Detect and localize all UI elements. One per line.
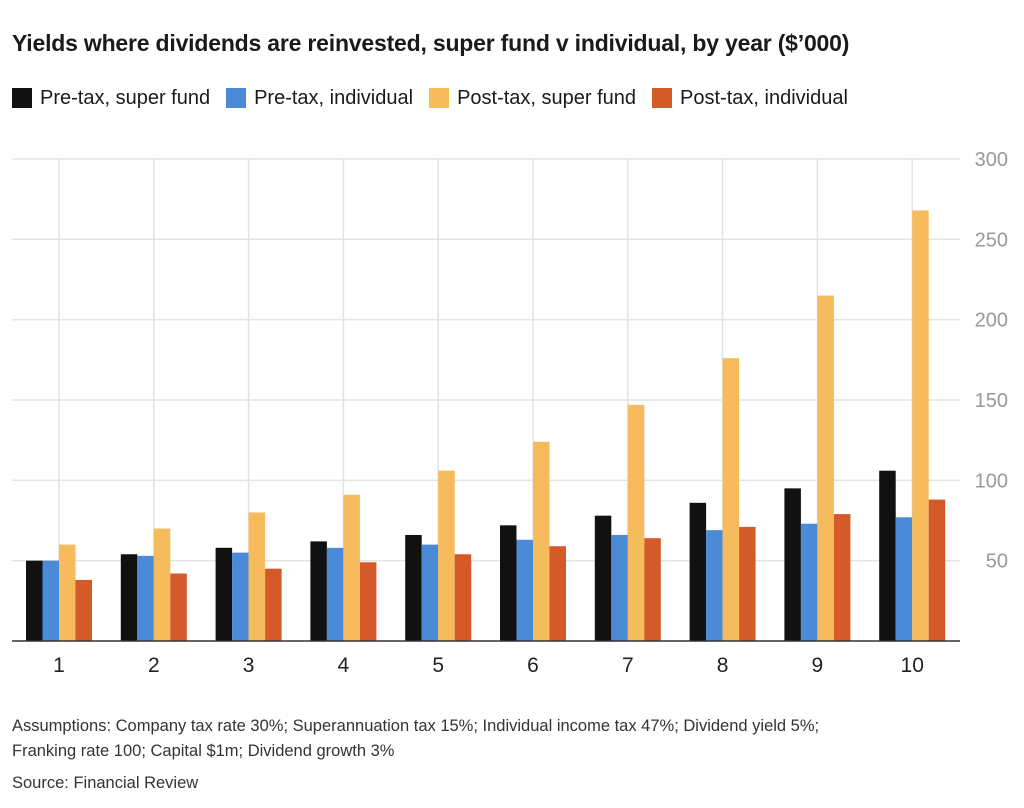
bar bbox=[722, 358, 740, 641]
bar bbox=[75, 579, 92, 641]
bar bbox=[817, 295, 834, 641]
y-tick-label: 250 bbox=[975, 229, 1008, 251]
legend-item: Pre-tax, individual bbox=[226, 87, 413, 110]
legend-item: Post-tax, individual bbox=[652, 87, 848, 110]
x-tick-label: 6 bbox=[527, 654, 539, 677]
bar bbox=[912, 210, 929, 641]
bar bbox=[594, 515, 612, 641]
x-tick-label: 1 bbox=[53, 654, 65, 677]
y-tick-label: 100 bbox=[975, 470, 1008, 492]
bar bbox=[833, 514, 851, 641]
x-tick-label: 3 bbox=[243, 654, 255, 677]
x-tick-label: 7 bbox=[622, 654, 634, 677]
bar bbox=[215, 547, 233, 641]
bar bbox=[784, 488, 801, 641]
bar bbox=[265, 568, 282, 641]
bar bbox=[248, 512, 266, 641]
x-tick-label: 4 bbox=[338, 654, 350, 677]
x-tick-label: 8 bbox=[717, 654, 729, 677]
bar bbox=[137, 555, 154, 641]
bar bbox=[879, 470, 896, 641]
bar bbox=[611, 534, 628, 641]
bar bbox=[405, 534, 422, 641]
bar bbox=[627, 404, 645, 641]
bar bbox=[42, 560, 59, 641]
bar bbox=[232, 552, 249, 641]
source-note: Source: Financial Review bbox=[12, 774, 199, 792]
legend-item: Pre-tax, super fund bbox=[12, 87, 210, 110]
bar bbox=[26, 560, 43, 641]
y-tick-label: 300 bbox=[975, 149, 1008, 171]
y-tick-label: 50 bbox=[986, 551, 1008, 573]
bar bbox=[343, 494, 360, 641]
bar bbox=[438, 470, 455, 641]
bar bbox=[706, 530, 723, 641]
bar bbox=[549, 546, 566, 641]
legend-swatch bbox=[12, 88, 32, 108]
x-tick-label: 2 bbox=[148, 654, 160, 677]
bar bbox=[500, 525, 517, 641]
bar-chart: 50 100 150 200 250 300 1 2 3 4 5 6 7 8 9 10 bbox=[12, 149, 1008, 677]
bar bbox=[644, 538, 661, 641]
legend: Pre-tax, super fund Pre-tax, individual Po… bbox=[12, 84, 864, 112]
assumptions-line-2: Franking rate 100; Capital $1m; Dividend… bbox=[12, 742, 395, 760]
bar bbox=[170, 573, 187, 641]
bar bbox=[533, 441, 550, 641]
legend-swatch bbox=[226, 88, 247, 108]
x-tick-label: 9 bbox=[812, 654, 824, 677]
bar bbox=[359, 562, 377, 641]
bar bbox=[689, 502, 707, 641]
legend-label: Post-tax, individual bbox=[680, 86, 848, 109]
assumptions-line-1: Assumptions: Company tax rate 30%; Super… bbox=[12, 717, 820, 735]
x-tick-label: 5 bbox=[432, 654, 444, 677]
legend-item: Post-tax, super fund bbox=[429, 87, 636, 110]
bar bbox=[153, 528, 171, 641]
bar bbox=[516, 539, 533, 641]
bar bbox=[120, 554, 138, 641]
bar bbox=[928, 499, 946, 641]
x-tick-label: 10 bbox=[901, 654, 924, 677]
legend-label: Pre-tax, super fund bbox=[40, 86, 211, 109]
legend-swatch bbox=[429, 88, 450, 108]
bar bbox=[739, 526, 756, 641]
assumptions-note: Assumptions: Company tax rate 30%; Super… bbox=[12, 714, 1012, 764]
bar bbox=[895, 517, 913, 641]
legend-label: Pre-tax, individual bbox=[254, 86, 414, 109]
chart-title: Yields where dividends are reinvested, s… bbox=[12, 30, 850, 56]
bar bbox=[59, 544, 76, 641]
bar bbox=[800, 523, 818, 641]
bar bbox=[421, 544, 439, 641]
bar bbox=[454, 554, 472, 641]
bar bbox=[326, 547, 344, 641]
legend-label: Post-tax, super fund bbox=[457, 86, 637, 109]
bar bbox=[310, 541, 327, 641]
legend-swatch bbox=[652, 88, 673, 108]
y-tick-label: 200 bbox=[975, 310, 1008, 332]
y-tick-label: 150 bbox=[975, 390, 1008, 412]
